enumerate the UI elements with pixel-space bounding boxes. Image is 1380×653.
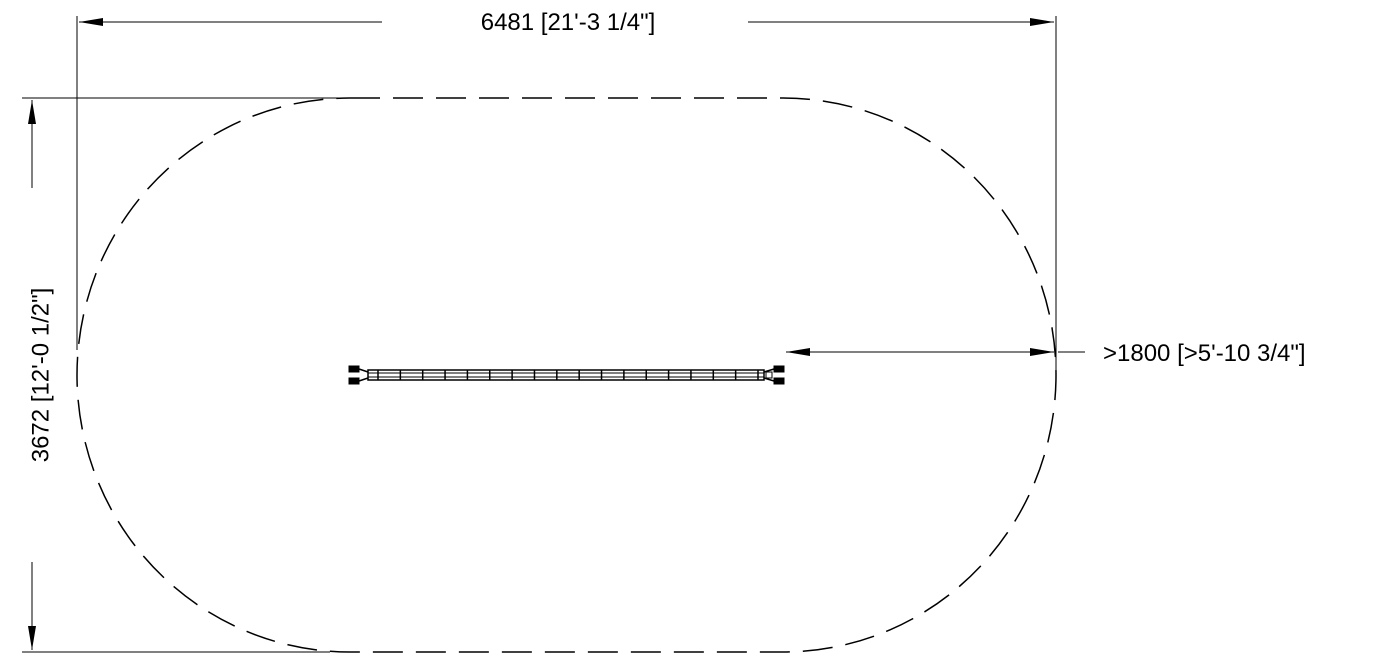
extension-lines [22,16,1057,653]
clearance-dimension-label: >1800 [>5'-10 3/4"] [1103,340,1306,367]
width-dimension-label: 6481 [21'-3 1/4"] [481,9,656,36]
height-dimension-label: 3672 [12'-0 1/2"] [27,288,54,463]
clearance-envelope [76,97,1057,653]
rail-assembly [348,365,785,385]
